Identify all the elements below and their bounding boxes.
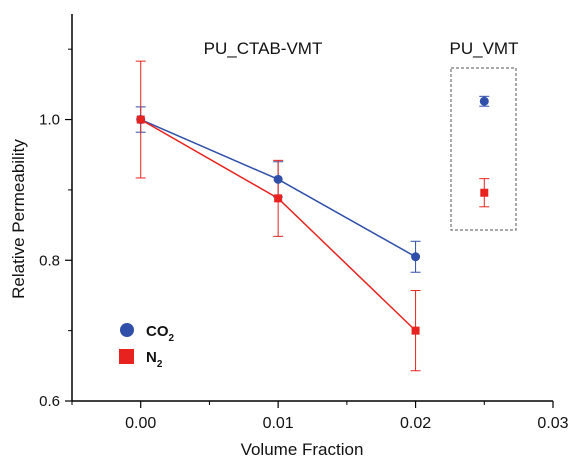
minor-ticks: [68, 48, 485, 405]
y-axis-label: Relative Permeability: [9, 139, 28, 299]
y-axis-ticks: 0.6 0.8 1.0: [39, 112, 72, 410]
plot-frame: [71, 14, 553, 402]
n2-point: [480, 188, 489, 197]
co2-point: [273, 174, 283, 184]
x-tick-label: 0.00: [125, 415, 156, 432]
x-tick-label: 0.02: [400, 415, 431, 432]
pu-vmt-dashed-box: [450, 67, 517, 231]
group-label-pu-ctab-vmt: PU_CTAB-VMT: [204, 39, 323, 58]
legend-n2-marker: [119, 349, 134, 364]
co2-point: [411, 252, 421, 262]
y-tick-label: 1.0: [39, 112, 60, 129]
legend-n2-label: N2: [146, 349, 163, 370]
x-tick-label: 0.01: [263, 415, 294, 432]
group-label-pu-vmt: PU_VMT: [450, 39, 519, 58]
y-tick-label: 0.6: [39, 393, 60, 410]
co2-point: [479, 96, 489, 106]
x-axis-label: Volume Fraction: [241, 440, 364, 459]
legend: CO2 N2: [119, 323, 175, 370]
data-markers: [136, 96, 489, 335]
y-tick-label: 0.8: [39, 252, 60, 269]
legend-co2-label: CO2: [146, 323, 175, 344]
x-axis-ticks: 0.00 0.01 0.02 0.03: [125, 401, 569, 432]
n2-point: [136, 115, 145, 124]
legend-co2-marker: [120, 323, 134, 337]
x-tick-label: 0.03: [537, 415, 568, 432]
n2-point: [411, 326, 420, 335]
n2-point: [274, 194, 283, 203]
error-bars: [135, 60, 490, 372]
